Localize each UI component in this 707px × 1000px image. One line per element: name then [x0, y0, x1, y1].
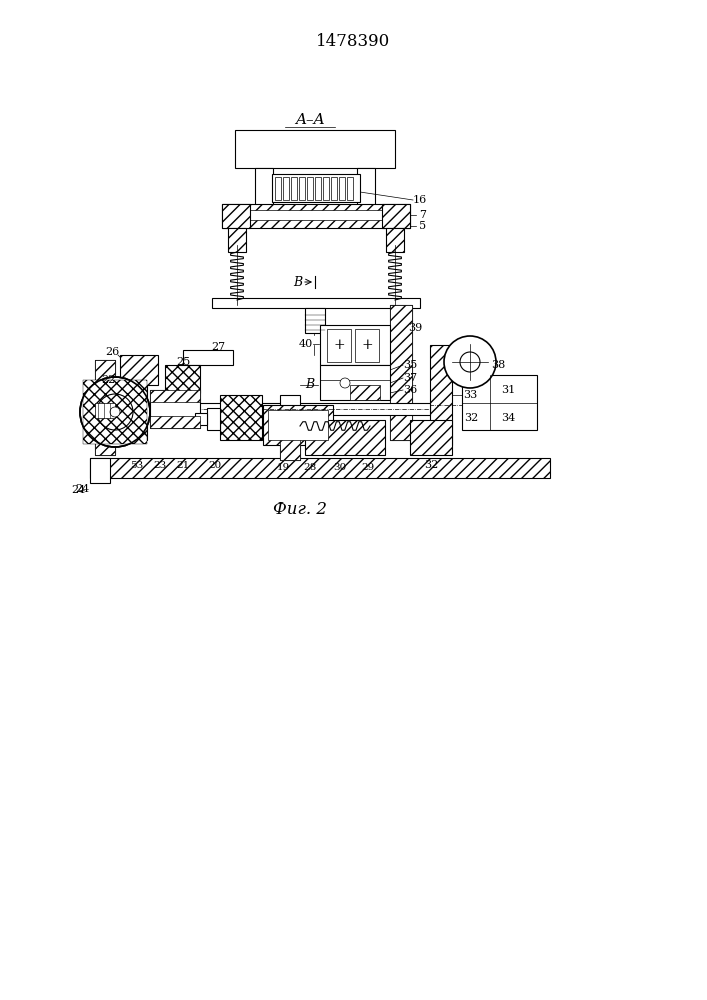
Circle shape: [340, 378, 350, 388]
Bar: [291, 177, 297, 200]
Bar: [386, 228, 404, 252]
Bar: [323, 177, 329, 200]
Text: 31: 31: [501, 385, 515, 395]
Bar: [268, 410, 328, 440]
Text: 35: 35: [403, 360, 417, 370]
Text: 37: 37: [403, 373, 417, 383]
Bar: [95, 403, 115, 418]
Bar: [355, 329, 379, 362]
Text: 1478390: 1478390: [316, 33, 390, 50]
Bar: [222, 204, 410, 228]
Circle shape: [80, 377, 150, 447]
Bar: [95, 360, 115, 455]
Text: 21: 21: [176, 460, 189, 470]
Bar: [255, 168, 273, 210]
Bar: [390, 305, 412, 440]
Text: 7: 7: [419, 210, 426, 220]
Text: +: +: [333, 338, 345, 352]
Circle shape: [97, 394, 133, 430]
Bar: [275, 177, 281, 200]
Bar: [430, 345, 452, 445]
Text: 19: 19: [276, 464, 290, 473]
Bar: [272, 174, 360, 202]
Circle shape: [110, 407, 120, 417]
Bar: [320, 365, 390, 400]
Bar: [150, 416, 200, 428]
Text: 40: 40: [299, 339, 313, 349]
Text: 24: 24: [75, 484, 89, 494]
Bar: [410, 420, 452, 455]
Text: 32: 32: [424, 460, 438, 470]
Text: B: B: [293, 275, 303, 288]
Bar: [339, 177, 345, 200]
Text: 5: 5: [419, 221, 426, 231]
Bar: [130, 403, 430, 415]
Bar: [357, 168, 375, 210]
Bar: [90, 458, 550, 478]
Text: Фиг. 2: Фиг. 2: [273, 502, 327, 518]
Circle shape: [444, 336, 496, 388]
Bar: [113, 394, 139, 432]
Bar: [150, 390, 200, 402]
Text: 28: 28: [303, 464, 317, 473]
Bar: [183, 350, 233, 365]
Bar: [95, 360, 115, 455]
Text: +: +: [361, 338, 373, 352]
Bar: [462, 375, 537, 430]
Bar: [207, 408, 220, 430]
Bar: [90, 458, 110, 483]
Text: 22: 22: [101, 375, 115, 385]
Bar: [165, 365, 200, 393]
Bar: [347, 177, 353, 200]
Bar: [320, 325, 390, 365]
Bar: [235, 130, 395, 168]
Bar: [120, 355, 158, 385]
Text: 53: 53: [130, 460, 144, 470]
Text: 24: 24: [71, 485, 85, 495]
Bar: [83, 380, 147, 444]
Text: 25: 25: [176, 357, 190, 367]
Bar: [280, 435, 300, 460]
Text: 36: 36: [403, 385, 417, 395]
Bar: [382, 204, 410, 228]
Bar: [220, 395, 262, 440]
Text: 20: 20: [209, 460, 221, 470]
Text: 27: 27: [211, 342, 225, 352]
Bar: [331, 177, 337, 200]
Bar: [195, 413, 207, 425]
Text: 29: 29: [361, 464, 375, 473]
Bar: [315, 177, 321, 200]
Text: 38: 38: [491, 360, 505, 370]
Text: 30: 30: [334, 464, 346, 473]
Bar: [327, 329, 351, 362]
Bar: [150, 390, 200, 428]
Bar: [305, 308, 325, 333]
Text: 34: 34: [501, 413, 515, 423]
Circle shape: [460, 352, 480, 372]
Bar: [228, 228, 246, 252]
Bar: [299, 177, 305, 200]
Bar: [283, 177, 289, 200]
Text: 26: 26: [105, 347, 119, 357]
Text: A–A: A–A: [296, 113, 325, 127]
Bar: [247, 210, 385, 220]
Text: 33: 33: [463, 390, 477, 400]
Bar: [222, 204, 250, 228]
Bar: [305, 420, 385, 455]
Bar: [350, 385, 380, 400]
Bar: [212, 298, 420, 308]
Text: B: B: [305, 378, 315, 391]
Bar: [390, 305, 412, 440]
Bar: [280, 395, 300, 460]
Text: 23: 23: [153, 460, 167, 470]
Bar: [307, 177, 313, 200]
Text: 32: 32: [464, 413, 478, 423]
Text: 16: 16: [413, 195, 427, 205]
Bar: [263, 405, 333, 445]
Bar: [105, 385, 147, 440]
Text: 39: 39: [408, 323, 422, 333]
